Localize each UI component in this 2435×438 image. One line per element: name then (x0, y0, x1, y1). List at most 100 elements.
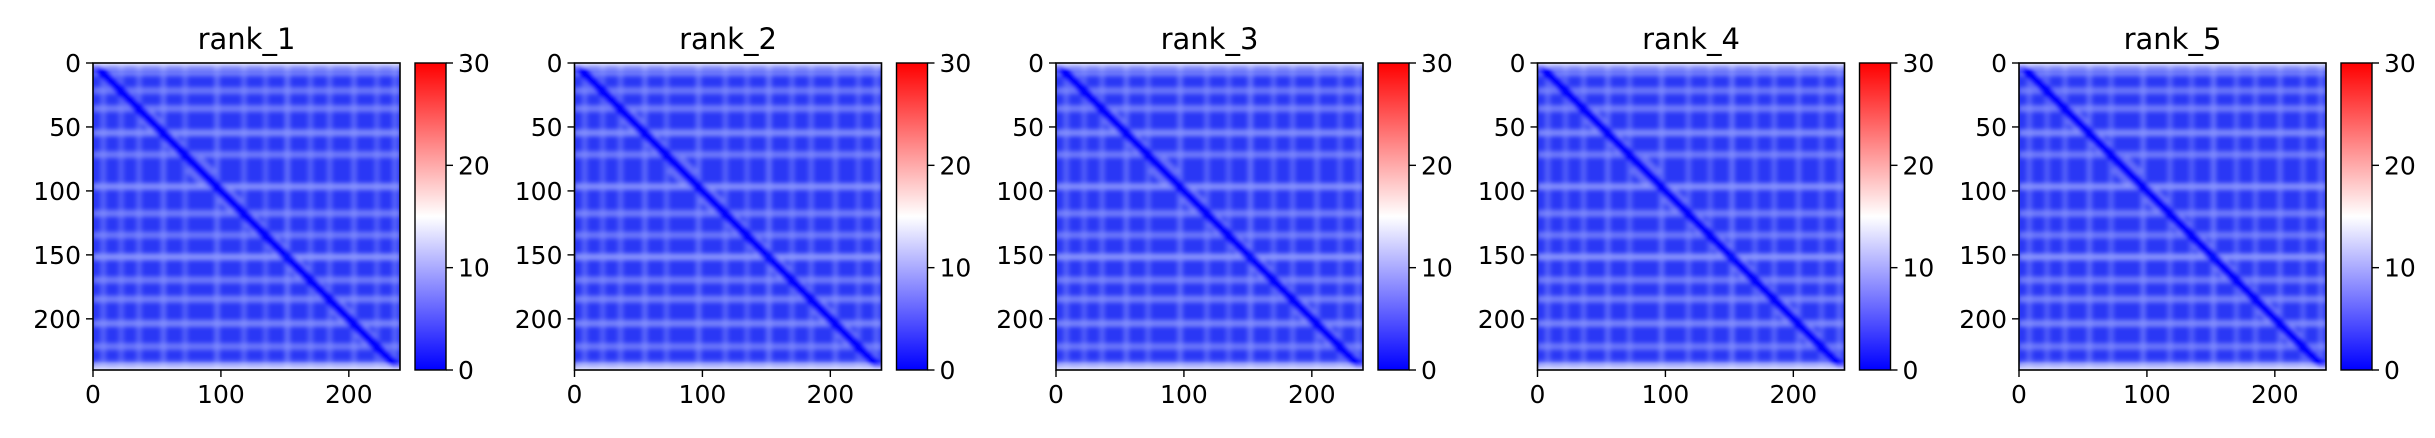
heatmap-edge (1056, 63, 1363, 72)
heatmap-column-band (641, 63, 648, 370)
heatmap-column-band (1289, 63, 1296, 370)
heatmap-column-band (350, 63, 357, 370)
heatmap-column-band (744, 63, 751, 370)
y-tick-label: 200 (1959, 305, 2007, 334)
y-tick-label: 200 (996, 305, 1044, 334)
heatmap-panel-5: rank_5 0 100 200 0 50 100 150 200 0 10 20 30 (1959, 22, 2416, 409)
y-tick-label: 150 (996, 241, 1044, 270)
y-tick-label: 200 (33, 305, 81, 334)
heatmap-column-band (581, 63, 588, 370)
heatmap-column-band (284, 63, 291, 370)
panel-title: rank_1 (198, 22, 296, 56)
heatmap-edge (1056, 361, 1363, 370)
panel-title: rank_2 (679, 22, 777, 56)
heatmap-column-band (1707, 63, 1714, 370)
heatmap-edge (574, 361, 882, 370)
colorbar-tick-label: 30 (1903, 49, 1935, 78)
heatmap-column-band (663, 63, 670, 370)
heatmap-panel-1: rank_1 0 100 200 0 50 100 150 200 0 10 20 30 (33, 22, 490, 409)
y-tick-label: 0 (65, 49, 81, 78)
heatmap-column-band (136, 63, 143, 370)
heatmap-column-band (1751, 63, 1758, 370)
x-tick-label: 200 (806, 380, 854, 409)
heatmap-edge (2019, 361, 2326, 370)
heatmap-column-band (855, 63, 862, 370)
heatmap-texture (2019, 63, 2326, 370)
heatmap-panel-2: rank_2 0 100 200 0 50 100 150 200 0 10 20 30 (515, 22, 972, 409)
heatmap-column-band (832, 63, 839, 370)
heatmap-column-band (2044, 63, 2051, 370)
x-tick-label: 0 (1048, 380, 1064, 409)
colorbar-tick-label: 20 (1421, 151, 1453, 180)
heatmap-column-band (326, 63, 333, 370)
axes-frame (92, 62, 401, 371)
heatmap-panel-4: rank_4 0 100 200 0 50 100 150 200 0 10 20 30 (1478, 22, 1935, 409)
heatmap-panel-3: rank_3 0 100 200 0 50 100 150 200 0 10 20 30 (996, 22, 1453, 409)
y-tick-label: 50 (531, 113, 563, 142)
heatmap-column-band (1336, 63, 1343, 370)
colorbar (1377, 62, 1410, 371)
colorbar-tick-label: 10 (2384, 254, 2416, 283)
y-tick-label: 0 (1991, 49, 2007, 78)
heatmap-diagonal (574, 63, 882, 370)
heatmap-column-band (1604, 63, 1611, 370)
heatmap-column-band (808, 63, 815, 370)
heatmap-column-band (262, 63, 269, 370)
y-tick-label: 100 (996, 177, 1044, 206)
y-tick-label: 0 (1510, 49, 1526, 78)
y-tick-label: 200 (1478, 305, 1526, 334)
heatmap-column-band (873, 63, 880, 370)
x-tick-label: 200 (1769, 380, 1817, 409)
colorbar-tick-label: 0 (2384, 356, 2400, 385)
y-tick-label: 100 (1959, 177, 2007, 206)
x-tick-label: 200 (2251, 380, 2299, 409)
heatmap-cells (2019, 63, 2326, 370)
y-tick-label: 100 (515, 177, 563, 206)
x-tick-label: 100 (197, 380, 245, 409)
x-tick-label: 100 (679, 380, 727, 409)
heatmap-texture (1056, 63, 1363, 370)
heatmap-column-band (1063, 63, 1070, 370)
heatmap-column-band (1225, 63, 1232, 370)
colorbar-tick-label: 0 (940, 356, 956, 385)
heatmap-column-band (788, 63, 795, 370)
y-tick-label: 150 (1959, 241, 2007, 270)
heatmap-column-band (1795, 63, 1802, 370)
y-tick-label: 200 (515, 305, 563, 334)
x-tick-label: 0 (85, 380, 101, 409)
heatmap-column-band (2086, 63, 2093, 370)
y-tick-label: 50 (1012, 113, 1044, 142)
x-tick-label: 100 (2123, 380, 2171, 409)
y-tick-label: 100 (33, 177, 81, 206)
axes-frame (573, 62, 883, 371)
heatmap-edge (574, 63, 882, 72)
y-tick-label: 50 (1494, 113, 1526, 142)
heatmap-edge (2019, 63, 2326, 72)
y-tick-label: 0 (547, 49, 563, 78)
colorbar (1858, 62, 1892, 371)
heatmap-column-band (1771, 63, 1778, 370)
x-tick-label: 0 (1530, 380, 1546, 409)
x-tick-label: 100 (1642, 380, 1690, 409)
heatmap-column-band (1626, 63, 1633, 370)
colorbar (895, 62, 929, 371)
heatmap-column-band (391, 63, 398, 370)
heatmap-diagonal (93, 63, 400, 370)
heatmap-edge (93, 63, 400, 72)
heatmap-cells (1537, 63, 1845, 370)
y-tick-label: 50 (49, 113, 81, 142)
y-tick-label: 150 (515, 241, 563, 270)
colorbar-tick-label: 20 (1903, 151, 1935, 180)
colorbar-tick-label: 10 (458, 254, 490, 283)
heatmap-column-band (2062, 63, 2069, 370)
heatmap-column-band (373, 63, 380, 370)
colorbar-tick-label: 30 (1421, 49, 1453, 78)
heatmap-column-band (765, 63, 772, 370)
heatmap-diagonal (1537, 63, 1845, 370)
heatmap-edge (1537, 361, 1845, 370)
heatmap-cells (574, 63, 882, 370)
heatmap-edge (93, 361, 400, 370)
colorbar-tick-label: 30 (2384, 49, 2416, 78)
heatmap-column-band (214, 63, 221, 370)
